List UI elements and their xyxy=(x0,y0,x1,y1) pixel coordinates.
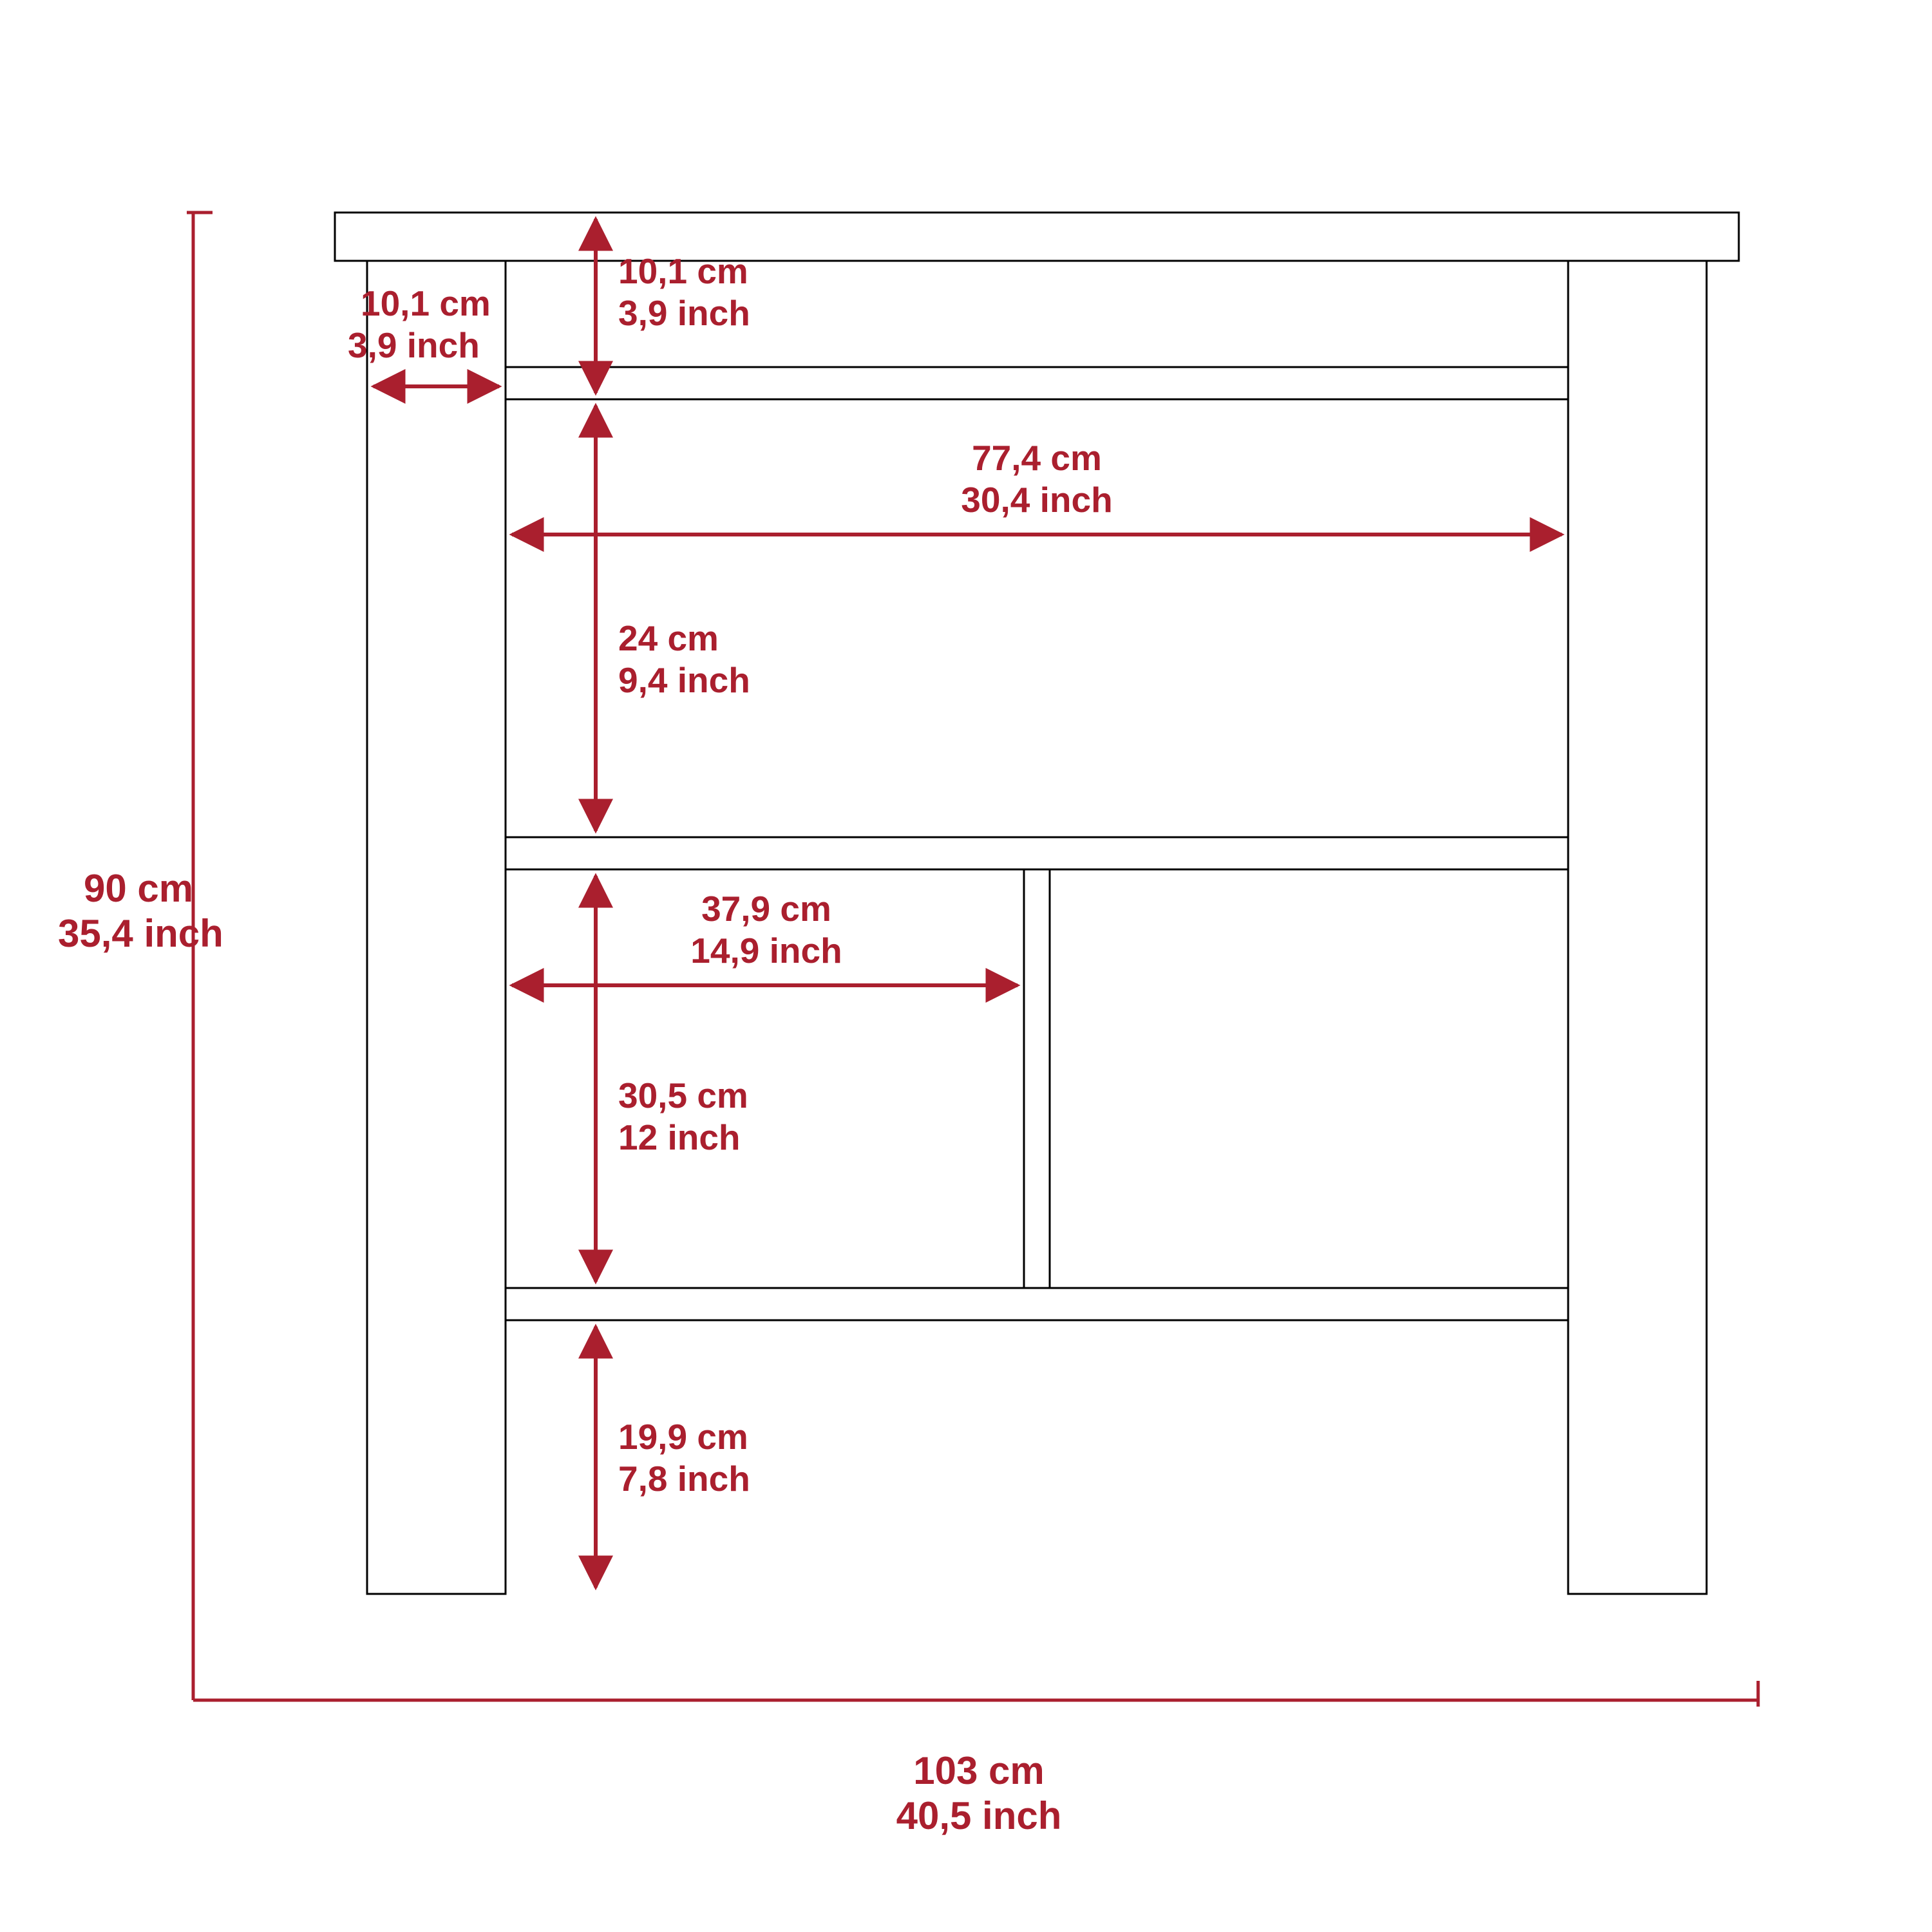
overall-height-cm: 90 cm xyxy=(84,867,193,910)
horizontal-dimensions: 10,1 cm 3,9 inch 77,4 cm 30,4 inch 37,9 … xyxy=(348,283,1562,985)
lbl-inner-in: 30,4 inch xyxy=(961,480,1112,520)
furniture-outline xyxy=(335,213,1739,1594)
dimension-diagram: 90 cm 35,4 inch 103 cm 40,5 inch 10,1 cm… xyxy=(0,0,1932,1932)
lbl-leg-cm: 19,9 cm xyxy=(618,1417,748,1457)
overall-height-in: 35,4 inch xyxy=(58,912,223,955)
lbl-leftpost-in: 3,9 inch xyxy=(348,325,480,365)
lbl-shelf2-cm: 30,5 cm xyxy=(618,1075,748,1115)
lbl-shelf1-cm: 24 cm xyxy=(618,618,719,658)
overall-width-cm: 103 cm xyxy=(913,1749,1045,1792)
lbl-leg-in: 7,8 inch xyxy=(618,1459,750,1499)
lbl-leftpost-cm: 10,1 cm xyxy=(361,283,491,323)
lbl-top-rail-in: 3,9 inch xyxy=(618,293,750,333)
overall-width-in: 40,5 inch xyxy=(896,1794,1062,1837)
overall-axes: 90 cm 35,4 inch 103 cm 40,5 inch xyxy=(58,213,1758,1837)
lbl-shelf1-in: 9,4 inch xyxy=(618,660,750,700)
lbl-inner-cm: 77,4 cm xyxy=(972,438,1102,478)
lbl-half-in: 14,9 inch xyxy=(690,931,842,971)
lbl-shelf2-in: 12 inch xyxy=(618,1117,741,1157)
lbl-top-rail-cm: 10,1 cm xyxy=(618,251,748,291)
lbl-half-cm: 37,9 cm xyxy=(701,889,831,929)
